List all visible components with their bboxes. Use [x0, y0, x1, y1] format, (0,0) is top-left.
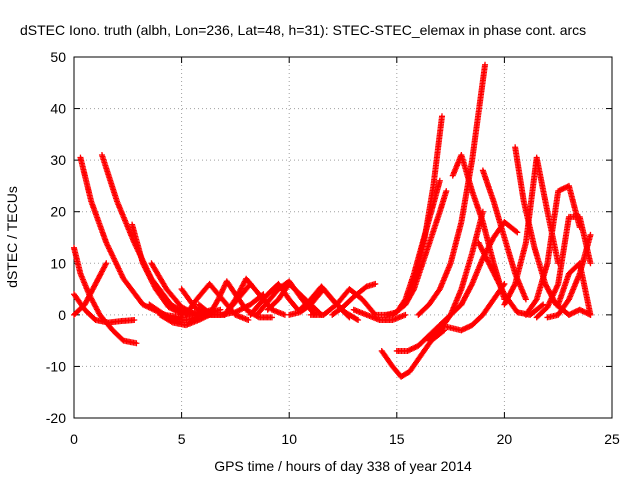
data-point [355, 317, 362, 324]
data-point [587, 311, 594, 318]
data-arc-29 [436, 280, 508, 334]
x-tick-label: 0 [70, 431, 78, 447]
y-tick-label: -20 [46, 410, 66, 426]
x-tick-label: 15 [389, 431, 405, 447]
y-tick-label: 10 [50, 255, 66, 271]
y-tick-label: 30 [50, 152, 66, 168]
x-tick-label: 10 [281, 431, 297, 447]
data-point [482, 61, 489, 68]
data-arc-20 [329, 280, 379, 318]
data-arc-27 [415, 61, 489, 318]
plot-frame [73, 56, 613, 419]
data-point [168, 318, 175, 325]
data-point [402, 311, 409, 318]
y-axis-label: dSTEC / TECUs [4, 186, 20, 288]
chart-title: dSTEC Iono. truth (albh, Lon=236, Lat=48… [20, 22, 586, 38]
data-point [133, 340, 140, 347]
x-axis-label: GPS time / hours of day 338 of year 2014 [214, 458, 472, 474]
data-point [436, 177, 443, 184]
data-arc-1 [71, 291, 138, 326]
data-point [103, 260, 110, 267]
data-point [540, 301, 547, 308]
data-arc-26 [404, 113, 445, 303]
data-point [587, 260, 594, 267]
data-arc-39 [555, 260, 594, 318]
data-points [71, 61, 594, 380]
grid-lines [74, 57, 612, 418]
data-arc-19 [307, 286, 379, 318]
data-arc-21 [350, 306, 409, 324]
y-tick-label: -10 [46, 358, 66, 374]
data-arc-36 [522, 182, 583, 318]
x-tick-label: 5 [178, 431, 186, 447]
data-point [372, 280, 379, 287]
data-point [532, 297, 539, 304]
x-tick-label: 25 [604, 431, 620, 447]
data-point [353, 316, 360, 323]
data-point [438, 113, 445, 120]
data-point [587, 231, 594, 238]
data-point [268, 314, 275, 321]
data-point [513, 228, 520, 235]
data-point [217, 306, 224, 313]
data-point [522, 296, 529, 303]
data-point [131, 317, 138, 324]
y-tick-label: 50 [50, 49, 66, 65]
data-arc-2 [71, 260, 110, 318]
data-arc-40 [565, 306, 594, 318]
data-point [514, 229, 521, 236]
x-tick-label: 20 [497, 431, 513, 447]
data-arc-14 [247, 280, 301, 318]
data-point [245, 317, 252, 324]
y-tick-label: 20 [50, 204, 66, 220]
data-arc-0 [71, 244, 140, 347]
axis-ticks: 0 5 10 15 20 25 -20 -10 0 10 20 30 40 50 [46, 49, 620, 447]
y-tick-label: 40 [50, 101, 66, 117]
data-point [443, 188, 450, 195]
data-arc-16 [264, 280, 325, 318]
data-arc-4 [98, 151, 207, 318]
data-point [538, 302, 545, 309]
data-arc-28 [426, 208, 486, 344]
y-tick-label: 0 [58, 307, 66, 323]
